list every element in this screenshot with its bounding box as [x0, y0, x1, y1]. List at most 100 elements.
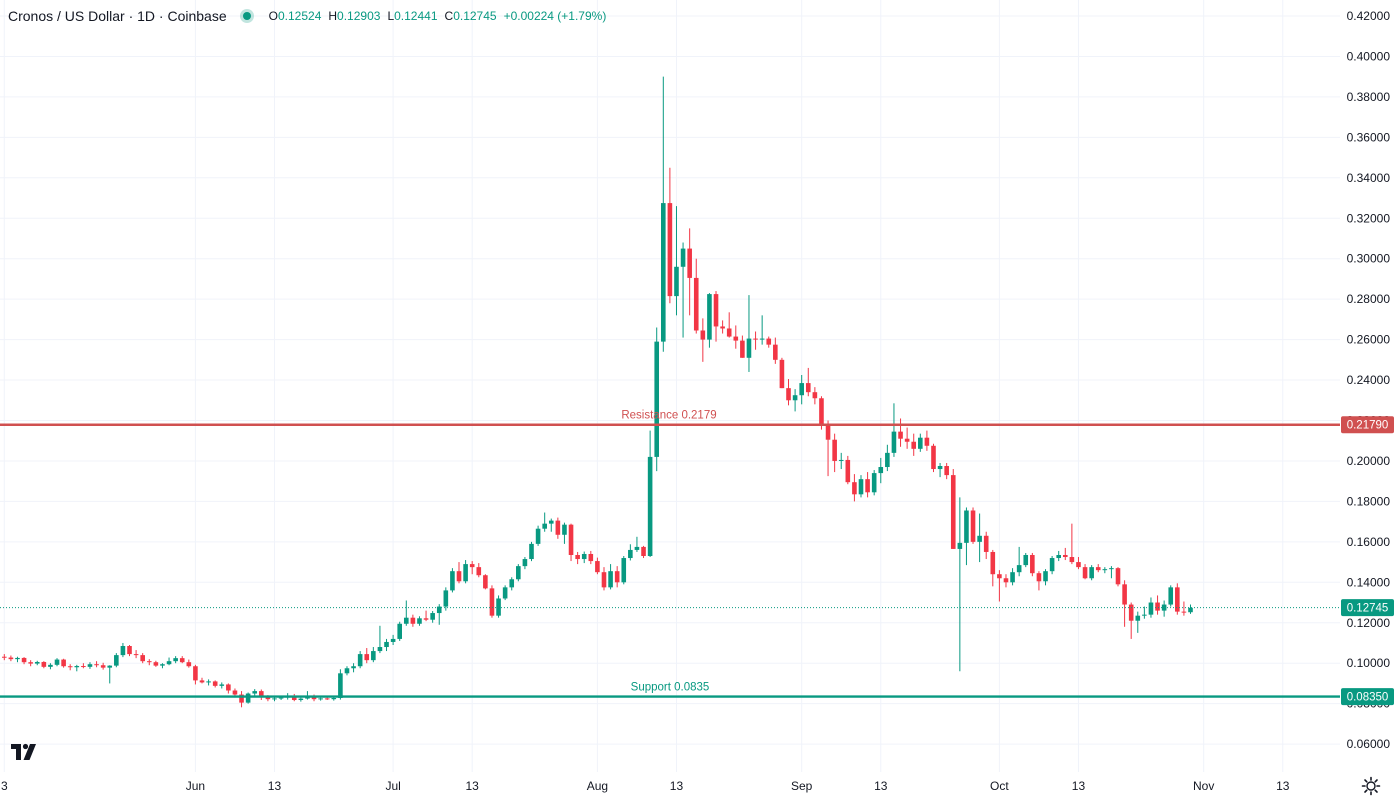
candle-body	[1062, 554, 1068, 558]
candle-down	[944, 462, 949, 480]
candle-body	[1016, 565, 1022, 573]
candle-up	[548, 518, 554, 532]
candle-body	[133, 654, 139, 656]
candle-up	[397, 621, 402, 641]
candle-body	[614, 571, 620, 583]
candle-down	[898, 418, 903, 447]
candle-body	[516, 566, 521, 580]
candle-down	[21, 657, 27, 665]
candle-body	[1175, 587, 1180, 612]
y-tick-label: 0.34000	[1347, 171, 1391, 185]
candle-body	[140, 655, 145, 662]
candle-body	[179, 658, 185, 663]
candle-down	[61, 658, 66, 668]
y-tick-label: 0.30000	[1347, 252, 1391, 266]
candle-up	[529, 541, 534, 562]
candle-body	[687, 248, 692, 278]
candle-body	[1135, 615, 1141, 621]
candle-body	[120, 646, 126, 656]
candle-up	[417, 616, 422, 626]
candle-body	[74, 666, 80, 668]
candle-up	[1109, 566, 1114, 579]
candle-body	[146, 661, 152, 663]
candle-body	[931, 445, 936, 470]
candle-body	[878, 467, 884, 474]
candle-body	[773, 344, 778, 360]
candle-body	[193, 666, 198, 681]
candle-down	[1115, 567, 1121, 587]
candle-body	[48, 664, 53, 667]
candle-up	[581, 551, 587, 564]
candle-up	[443, 587, 449, 611]
last-price-axis-label: 0.12745	[1341, 599, 1394, 617]
x-tick-label: Aug	[587, 779, 608, 793]
tradingview-logo-icon[interactable]	[9, 738, 39, 764]
support-axis-label: 0.08350	[1341, 688, 1394, 706]
candle-body	[661, 203, 666, 342]
candle-body	[318, 698, 323, 700]
candle-body	[918, 437, 923, 449]
candle-up	[160, 663, 165, 669]
candle-down	[127, 644, 132, 657]
candle-up	[219, 682, 225, 689]
candle-up	[436, 604, 442, 625]
candle-down	[575, 551, 580, 565]
candle-body	[621, 558, 627, 583]
candle-down	[140, 653, 145, 664]
candle-down	[193, 664, 198, 685]
candle-body	[2, 656, 7, 658]
candle-up	[957, 497, 963, 672]
candle-body	[41, 661, 47, 667]
candle-down	[8, 655, 14, 662]
candle-down	[489, 585, 495, 618]
candle-body	[529, 543, 534, 560]
candle-body	[331, 697, 337, 700]
candle-body	[944, 466, 949, 476]
candle-up	[964, 507, 969, 566]
candle-down	[924, 430, 930, 451]
candle-body	[786, 388, 791, 401]
candle-up	[562, 522, 567, 544]
gear-icon[interactable]	[1360, 775, 1382, 797]
candle-body	[726, 328, 732, 337]
candle-down	[950, 469, 956, 549]
candle-body	[8, 657, 14, 660]
candle-down	[773, 337, 778, 364]
axes: 0.42000 0.40000 0.38000 0.36000 0.34000 0.320…	[1, 9, 1394, 793]
candle-body	[34, 661, 40, 664]
candle-up	[245, 692, 251, 704]
candle-up	[621, 556, 627, 585]
candle-body	[1003, 578, 1009, 583]
change-value: +0.00224 (+1.79%)	[503, 9, 607, 23]
candle-up	[87, 662, 93, 669]
candle-down	[153, 660, 159, 667]
candle-body	[430, 613, 435, 620]
candle-up	[430, 611, 435, 623]
candle-body	[450, 571, 455, 591]
candle-up	[516, 564, 521, 582]
symbol-title[interactable]: Cronos / US Dollar · 1D · Coinbase	[8, 8, 227, 24]
x-tick-label: 13	[268, 779, 282, 793]
candle-down	[186, 659, 192, 668]
y-tick-label: 0.20000	[1347, 454, 1391, 468]
candle-down	[100, 662, 106, 670]
candle-up	[305, 691, 310, 700]
close-value: C0.12745	[444, 9, 497, 23]
candle-up	[792, 389, 798, 412]
candle-body	[805, 383, 811, 393]
candle-body	[1030, 554, 1035, 574]
candle-body	[871, 473, 877, 493]
candle-up	[680, 242, 686, 338]
candle-down	[931, 443, 936, 473]
candle-down	[687, 228, 692, 316]
candle-down	[1095, 564, 1101, 573]
candle-down	[199, 677, 205, 684]
candle-down	[1003, 574, 1009, 588]
y-tick-label: 0.14000	[1347, 575, 1391, 589]
candle-body	[259, 691, 264, 698]
candle-up	[15, 656, 20, 663]
candle-down	[1082, 564, 1088, 580]
candle-body	[21, 657, 27, 663]
